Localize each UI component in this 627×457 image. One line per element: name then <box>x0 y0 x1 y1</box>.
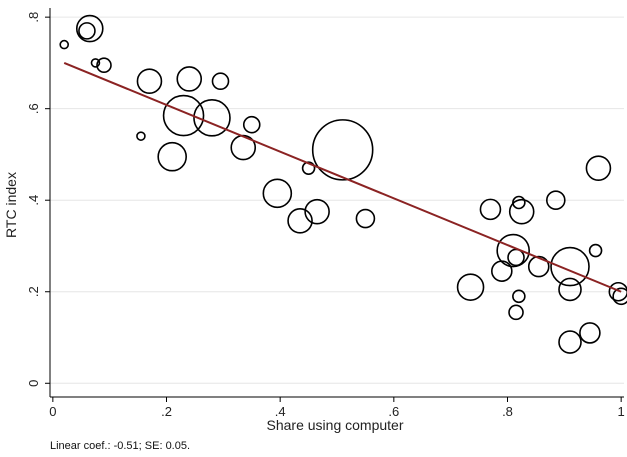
data-point-6 <box>176 66 203 92</box>
data-point-14 <box>311 119 374 181</box>
x-tick-label-3: .6 <box>388 404 399 419</box>
x-tick-label-4: .8 <box>502 404 513 419</box>
data-point-22 <box>508 198 535 225</box>
x-axis-title: Share using computer <box>267 417 404 433</box>
data-point-3 <box>90 58 101 68</box>
y-tick-label-2: .4 <box>26 195 41 206</box>
data-point-15 <box>301 161 316 175</box>
regression-footnote: Linear coef.: -0.51; SE: 0.05. <box>50 440 191 452</box>
data-point-7 <box>211 72 230 91</box>
data-point-17 <box>304 198 330 225</box>
y-tick-label-1: .2 <box>26 286 41 297</box>
y-axis-ticks: 0 .2 .4 .6 .8 <box>26 12 50 387</box>
data-point-38 <box>558 330 582 354</box>
data-point-10 <box>193 99 231 137</box>
data-point-33 <box>512 289 526 304</box>
data-point-36 <box>612 287 627 306</box>
data-point-29 <box>527 255 550 278</box>
x-tick-label-2: .4 <box>275 404 286 419</box>
data-point-4 <box>96 57 112 74</box>
data-point-35 <box>608 281 627 302</box>
data-point-5 <box>136 68 163 95</box>
data-point-19 <box>355 208 376 229</box>
data-point-0 <box>59 39 70 50</box>
scatter-markers <box>59 14 627 354</box>
data-point-37 <box>579 322 601 344</box>
data-point-24 <box>585 155 612 181</box>
data-point-30 <box>550 246 590 287</box>
x-tick-label-0: 0 <box>49 404 56 419</box>
data-point-25 <box>496 233 530 268</box>
data-point-31 <box>588 243 603 258</box>
data-point-32 <box>558 277 582 302</box>
y-tick-label-0: 0 <box>26 380 41 387</box>
x-axis-ticks: 0 .2 .4 .6 .8 1 <box>49 397 625 419</box>
data-point-20 <box>479 198 502 221</box>
gridlines <box>50 16 624 384</box>
data-point-18 <box>287 208 313 234</box>
linear-fit-line <box>63 61 622 293</box>
data-point-2 <box>78 22 96 40</box>
y-axis-title: RTC index <box>3 172 19 238</box>
data-point-12 <box>157 141 187 172</box>
data-point-28 <box>456 273 485 301</box>
y-tick-label-4: .8 <box>26 12 41 23</box>
data-point-9 <box>162 94 205 137</box>
data-point-11 <box>242 115 261 134</box>
data-point-34 <box>508 304 524 321</box>
x-tick-label-5: 1 <box>618 404 625 419</box>
y-tick-label-3: .6 <box>26 103 41 114</box>
data-point-27 <box>491 260 513 282</box>
data-point-16 <box>262 178 293 209</box>
data-point-1 <box>75 14 104 43</box>
data-point-23 <box>546 190 566 211</box>
data-point-8 <box>136 131 146 141</box>
x-tick-label-1: .2 <box>161 404 172 419</box>
